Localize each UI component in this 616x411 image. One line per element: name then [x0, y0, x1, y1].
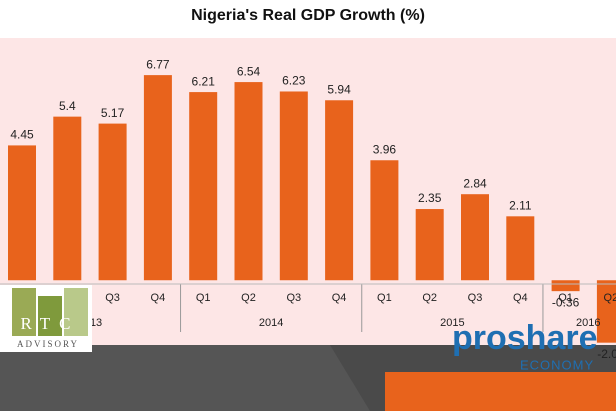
value-label: 6.21 [192, 74, 216, 88]
footer-accent [385, 372, 616, 411]
x-tick-label: Q4 [332, 292, 347, 304]
value-label: -0.36 [552, 295, 580, 309]
x-tick-label: Q2 [241, 292, 256, 304]
value-label: 2.84 [463, 176, 487, 190]
x-tick-label: Q1 [558, 292, 573, 304]
year-label: 2015 [440, 317, 464, 329]
value-label: 2.11 [509, 198, 532, 212]
proshare-logo: proshare ECONOMY [452, 319, 598, 372]
value-label: 6.23 [282, 74, 306, 88]
bar [461, 194, 489, 281]
value-label: 6.54 [237, 64, 261, 78]
x-tick-label: Q2 [604, 292, 616, 304]
x-tick-label: Q2 [422, 292, 437, 304]
bar [234, 82, 263, 281]
logo-text: RTC [20, 314, 79, 333]
logo-block [38, 296, 62, 336]
value-label: -2.06 [597, 347, 616, 361]
value-label: 3.96 [373, 142, 397, 156]
bar [415, 209, 444, 281]
bar [98, 123, 127, 281]
x-tick-label: Q3 [286, 292, 301, 304]
bar [53, 116, 82, 281]
x-tick-label: Q4 [151, 292, 166, 304]
value-label: 4.45 [10, 128, 34, 142]
footer-shade [0, 345, 370, 411]
bar [596, 280, 616, 343]
year-label: 2016 [576, 317, 600, 329]
logo-subtext: ECONOMY [520, 357, 594, 372]
x-tick-label: Q1 [377, 292, 392, 304]
x-tick-label: Q1 [196, 292, 211, 304]
bar [370, 160, 399, 281]
x-tick-label: Q4 [513, 292, 528, 304]
value-label: 6.77 [146, 57, 170, 71]
year-label: 2014 [259, 317, 283, 329]
bar [551, 280, 580, 292]
bar [279, 91, 308, 281]
bar [325, 100, 354, 281]
bar [8, 145, 36, 281]
value-label: 5.94 [327, 82, 351, 96]
value-label: 5.17 [101, 106, 125, 120]
bar [143, 75, 172, 281]
value-label: 5.4 [59, 99, 76, 113]
value-label: 2.35 [418, 191, 442, 205]
rtc-logo: RTC ADVISORY [0, 285, 92, 352]
logo-text: proshare [452, 319, 598, 357]
bar [506, 216, 535, 281]
logo-subtext: ADVISORY [17, 339, 79, 349]
plot: 4.45 5.4 Q3 5.17 Q4 6.77 Q1 6.21 Q2 6.54 Q3 6.23 Q4 5… [0, 57, 616, 361]
chart-title: Nigeria's Real GDP Growth (%) [191, 7, 425, 24]
x-tick-label: Q3 [105, 292, 120, 304]
logo-block [64, 288, 88, 336]
logo-block [12, 288, 36, 336]
x-tick-label: Q3 [468, 292, 483, 304]
bar [189, 92, 218, 281]
